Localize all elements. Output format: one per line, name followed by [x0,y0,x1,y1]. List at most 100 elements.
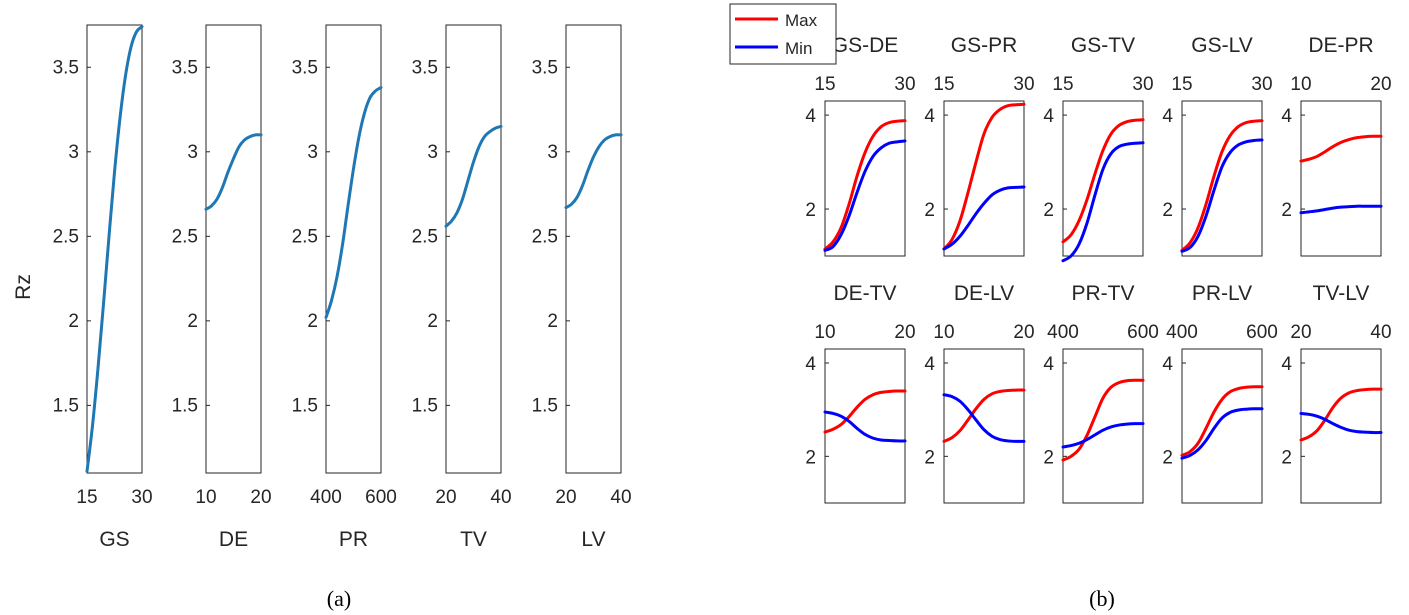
y-tick-label: 1.5 [412,395,438,416]
y-tick-label: 4 [1043,106,1054,127]
subplot-b-gs-tv: GS-TV 2 4 15 30 [1043,34,1154,263]
x-tick-label: 600 [1127,322,1159,343]
series-line-max [1180,385,1264,457]
subplot-b-de-pr: DE-PR 2 4 10 20 [1281,34,1392,257]
y-tick-label: 2.5 [292,226,318,247]
y-tick-label: 2.5 [53,226,79,247]
series-line-max [1299,134,1383,163]
subplot-title: DE-PR [1308,34,1373,57]
series-line-rz [444,124,503,228]
subplot-title: GS-PR [951,34,1018,57]
subplot-title: TV-LV [1313,282,1370,305]
series-line-max [823,119,907,251]
x-tick-label: 20 [1370,74,1391,95]
x-tick-label: 20 [1013,322,1034,343]
subplot-b-pr-tv: PR-TV 2 4 400 600 [1043,282,1159,504]
y-tick-label: 3.5 [412,57,438,78]
series-line-min [1180,138,1264,253]
y-tick-label: 3.5 [172,57,198,78]
axes-box [1300,100,1382,257]
subplot-title: GS-TV [1071,34,1135,57]
legend: Max Min [729,3,837,65]
subplot-b-de-lv: DE-LV 2 4 10 20 [924,282,1035,504]
x-tick-label: 30 [1132,74,1153,95]
x-tick-label: 20 [1290,322,1311,343]
x-tick-label: 15 [76,487,97,508]
y-tick-label: 4 [924,106,935,127]
x-tick-label: 40 [1370,322,1391,343]
series-line-min [1061,422,1145,449]
y-tick-label: 2 [805,200,816,221]
x-tick-label: 400 [310,487,342,508]
series-line-min [942,185,1026,251]
y-tick-label: 1.5 [53,395,79,416]
panel-b: GS-DE 2 4 15 30 GS-PR 2 4 15 30 GS-TV 2 4 15 30 GS-LV 2 4… [805,34,1392,504]
y-tick-label: 2 [1281,447,1292,468]
series-line-max [1061,118,1145,244]
x-axis-label: PR [339,528,368,551]
series-line-max [1180,119,1264,252]
y-tick-label: 2 [1281,200,1292,221]
y-tick-label: 2 [1162,447,1173,468]
y-tick-label: 2 [924,447,935,468]
subplot-a-pr: 1.5 2 2.5 3 3.5 400 600 PR [292,24,397,551]
y-tick-label: 2 [924,200,935,221]
y-tick-label: 1.5 [172,395,198,416]
series-line-max [823,389,907,434]
series-line-min [1180,407,1264,460]
series-line-rz [204,133,263,211]
x-tick-label: 10 [933,322,954,343]
axes-box [1181,348,1263,504]
y-tick-label: 3.5 [53,57,79,78]
y-tick-label: 2.5 [532,226,558,247]
axes-box [445,24,502,474]
y-tick-label: 4 [1162,106,1173,127]
y-tick-label: 2 [68,311,79,332]
x-tick-label: 600 [1246,322,1278,343]
subplot-title: GS-LV [1191,34,1252,57]
subplot-title: GS-DE [832,34,899,57]
legend-max-label: Max [785,11,818,30]
series-line-rz [85,25,144,473]
subplot-b-gs-lv: GS-LV 2 4 15 30 [1162,34,1273,257]
x-axis-label: DE [219,528,248,551]
y-tick-label: 2 [1162,200,1173,221]
x-tick-label: 30 [1251,74,1272,95]
subplot-b-tv-lv: TV-LV 2 4 20 40 [1281,282,1392,504]
y-tick-label: 4 [805,106,816,127]
y-tick-label: 4 [805,354,816,375]
series-line-min [823,410,907,443]
x-tick-label: 40 [490,487,511,508]
series-line-min [942,393,1026,443]
axes-box [205,24,262,474]
y-axis-label: Rz [12,274,35,300]
series-line-min [823,139,907,252]
x-tick-label: 30 [131,487,152,508]
x-tick-label: 15 [814,74,835,95]
legend-box [729,3,837,65]
x-tick-label: 20 [250,487,271,508]
y-tick-label: 4 [1281,106,1292,127]
y-tick-label: 3.5 [292,57,318,78]
x-tick-label: 15 [933,74,954,95]
y-tick-label: 3 [68,142,79,163]
y-tick-label: 4 [1043,354,1054,375]
y-tick-label: 3 [427,142,438,163]
subplot-b-gs-pr: GS-PR 2 4 15 30 [924,34,1035,257]
subplot-title: DE-TV [834,282,897,305]
y-tick-label: 2 [307,311,318,332]
x-tick-label: 10 [1290,74,1311,95]
series-line-min [1299,411,1383,435]
subplot-b-de-tv: DE-TV 2 4 10 20 [805,282,916,504]
x-axis-label: TV [460,528,487,551]
series-line-rz [564,133,623,210]
axes-box [325,24,382,474]
y-tick-label: 2 [547,311,558,332]
x-tick-label: 40 [610,487,631,508]
y-tick-label: 3 [187,142,198,163]
axes-box [1181,100,1263,257]
subplot-title: PR-TV [1072,282,1135,305]
axes-box [943,348,1025,504]
